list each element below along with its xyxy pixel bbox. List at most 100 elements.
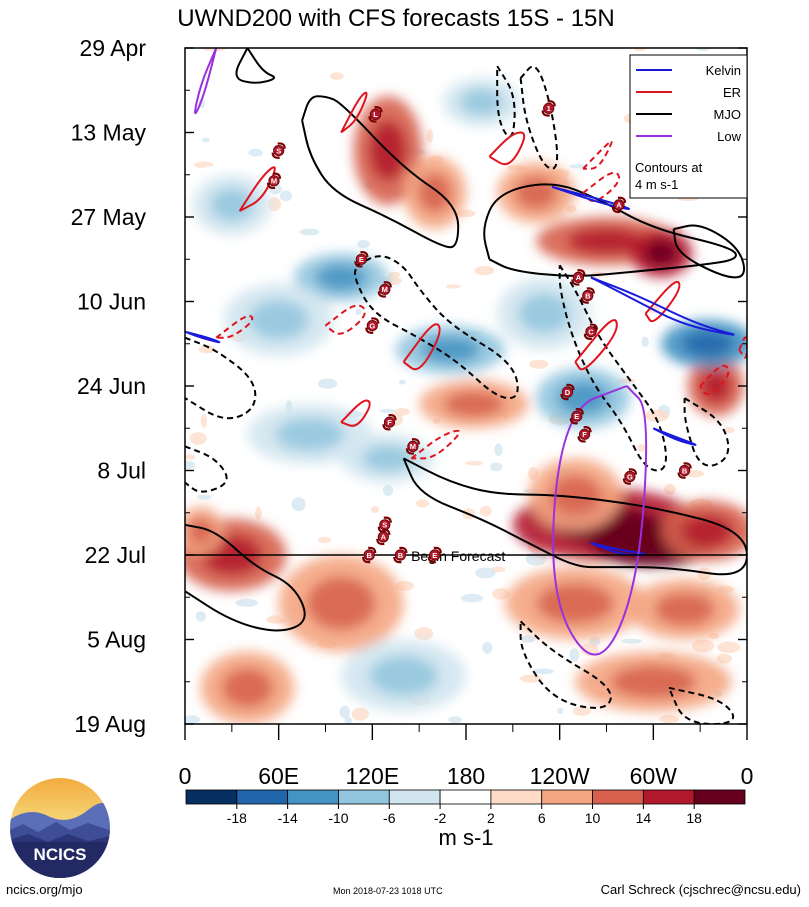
anomaly-speckle [692, 206, 700, 220]
y-tick-label: 24 Jun [77, 373, 146, 399]
anomaly-speckle [300, 471, 315, 476]
er-contour [215, 315, 254, 339]
anomaly-speckle [707, 430, 718, 438]
anomaly-speckle [200, 359, 224, 368]
anomaly-speckle [433, 626, 451, 637]
anomaly-speckle [397, 50, 411, 63]
kelvin-contour [652, 427, 697, 446]
anomaly-speckle [531, 668, 555, 675]
storm-swirl-icon [377, 281, 392, 298]
storm-swirl-icon [560, 383, 575, 401]
anomaly-speckle [201, 137, 210, 143]
anomaly-speckle [580, 643, 599, 656]
storm-marker: G [622, 468, 638, 485]
storm-swirl-icon [365, 317, 380, 334]
storm-swirl-icon [382, 413, 397, 431]
storm-marker: A [376, 528, 391, 546]
storm-letter: B [585, 291, 591, 300]
anomaly-speckle [415, 499, 430, 508]
anomaly-speckle [336, 502, 343, 508]
x-tick-label: 60E [258, 763, 299, 789]
legend-box [629, 54, 748, 199]
colorbar-tick-label: 6 [538, 810, 546, 826]
anomaly-speckle [355, 308, 362, 315]
anomaly-speckle [724, 427, 735, 434]
storm-circle-icon [543, 102, 555, 115]
storm-marker: G [365, 317, 380, 334]
mjo-contour [558, 264, 667, 472]
legend-label: Kelvin [706, 63, 741, 78]
anomaly-speckle [426, 129, 434, 143]
anomaly-speckle [685, 470, 704, 478]
anomaly-speckle [475, 567, 496, 579]
anomaly-speckle [414, 249, 434, 256]
anomaly-speckle [491, 223, 505, 233]
storm-swirl-icon [677, 462, 692, 479]
anomaly-blob-core [275, 417, 345, 451]
er-contour [699, 364, 730, 396]
anomaly-speckle [185, 460, 196, 470]
anomaly-speckle [519, 48, 539, 57]
storm-swirl-icon [571, 269, 586, 286]
legend: Kelvin ER MJO Low Contours at 4 m s-1 [629, 54, 748, 199]
anomaly-speckle [299, 228, 320, 236]
mjo-contour [483, 183, 737, 277]
anomaly-blob-core [682, 514, 734, 548]
anomaly-blob-core [248, 299, 309, 340]
storm-swirl-icon [583, 323, 599, 340]
anomaly-blob-core [549, 474, 602, 515]
anomaly-speckle [203, 48, 226, 52]
anomaly-field [185, 78, 747, 724]
mjo-contour [353, 255, 519, 400]
er-contour [340, 399, 371, 427]
storm-circle-icon [355, 253, 367, 265]
anomaly-speckle [716, 653, 732, 664]
anomaly-speckle [398, 379, 407, 385]
storm-letter: 1 [547, 104, 551, 113]
storm-marker: B [580, 287, 595, 304]
storm-swirl-icon [569, 407, 584, 425]
anomaly-speckle [344, 717, 353, 724]
storm-letter: B [366, 551, 372, 560]
anomaly-speckle [414, 627, 434, 641]
anomaly-blob-core [362, 445, 414, 472]
mjo-contour [301, 95, 460, 249]
er-contour [488, 131, 526, 166]
anomaly-speckle [313, 488, 322, 500]
er-contour [340, 91, 368, 134]
anomaly-speckle [474, 152, 493, 157]
anomaly-speckle [185, 454, 195, 460]
colorbar-tick-label: 2 [487, 810, 495, 826]
footer-site-link[interactable]: ncics.org/mjo [6, 882, 83, 897]
storm-letter: G [627, 472, 633, 481]
storm-marker: S [271, 142, 286, 159]
storm-marker: B [362, 546, 377, 564]
anomaly-blob-core [306, 576, 376, 630]
anomaly-speckle [460, 557, 480, 562]
ncics-logo: NCICS [10, 778, 110, 878]
anomaly-speckle [717, 641, 741, 653]
anomaly-speckle [189, 432, 207, 445]
storm-swirl-icon [577, 426, 592, 443]
colorbar-cell [642, 789, 695, 805]
storm-circle-icon [571, 410, 583, 422]
mjo-contour [672, 224, 746, 279]
storm-marker: A [571, 269, 586, 286]
anomaly-speckle [351, 707, 369, 721]
storm-circle-icon [585, 326, 597, 338]
storm-marker: F [577, 426, 592, 443]
anomaly-speckle [229, 474, 244, 480]
anomaly-speckle [465, 461, 484, 466]
anomaly-speckle [633, 48, 647, 52]
storm-marker: F [382, 413, 397, 431]
colorbar-cell [693, 789, 746, 805]
storm-letter: F [387, 418, 392, 427]
anomaly-blob-core [443, 390, 504, 418]
anomaly-speckle [279, 190, 292, 202]
er-contour [582, 140, 613, 170]
anomaly-speckle [269, 183, 282, 195]
anomaly-speckle [317, 378, 338, 389]
colorbar-cell [236, 789, 289, 805]
colorbar-tick-label: 10 [585, 810, 601, 826]
colorbar-cell [388, 789, 441, 805]
